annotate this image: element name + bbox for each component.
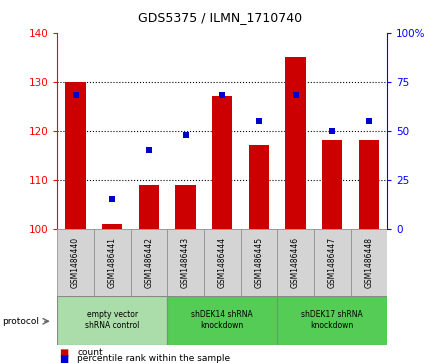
Text: GSM1486445: GSM1486445 [254, 237, 264, 288]
Point [145, 147, 152, 153]
Point [255, 118, 262, 124]
Bar [102, 224, 122, 229]
Bar [241, 229, 277, 296]
Bar [94, 229, 131, 296]
Point [182, 132, 189, 138]
Text: GSM1486444: GSM1486444 [218, 237, 227, 288]
Bar [131, 229, 167, 296]
Text: shDEK14 shRNA
knockdown: shDEK14 shRNA knockdown [191, 310, 253, 330]
Text: GSM1486442: GSM1486442 [144, 237, 154, 288]
Point [219, 93, 226, 98]
Text: ■: ■ [59, 354, 69, 363]
Bar [359, 140, 379, 229]
Text: count: count [77, 348, 103, 357]
Bar [66, 82, 86, 229]
Text: GSM1486440: GSM1486440 [71, 237, 80, 288]
Text: GDS5375 / ILMN_1710740: GDS5375 / ILMN_1710740 [138, 11, 302, 24]
Text: GSM1486443: GSM1486443 [181, 237, 190, 288]
Bar [204, 229, 241, 296]
Point [109, 196, 116, 202]
Bar [277, 296, 387, 345]
Bar [57, 229, 94, 296]
Text: GSM1486441: GSM1486441 [108, 237, 117, 288]
Bar [57, 296, 167, 345]
Text: shDEK17 shRNA
knockdown: shDEK17 shRNA knockdown [301, 310, 363, 330]
Point [292, 93, 299, 98]
Text: GSM1486448: GSM1486448 [364, 237, 374, 288]
Bar [139, 184, 159, 229]
Text: empty vector
shRNA control: empty vector shRNA control [85, 310, 139, 330]
Bar [351, 229, 387, 296]
Bar [286, 57, 306, 229]
Text: percentile rank within the sample: percentile rank within the sample [77, 354, 230, 363]
Bar [167, 296, 277, 345]
Text: GSM1486446: GSM1486446 [291, 237, 300, 288]
Bar [249, 145, 269, 229]
Bar [176, 184, 196, 229]
Bar [314, 229, 351, 296]
Bar [167, 229, 204, 296]
Point [365, 118, 372, 124]
Point [72, 93, 79, 98]
Text: ■: ■ [59, 348, 69, 358]
Bar [212, 96, 232, 229]
Point [329, 128, 336, 134]
Bar [322, 140, 342, 229]
Text: protocol: protocol [2, 317, 39, 326]
Text: GSM1486447: GSM1486447 [328, 237, 337, 288]
Bar [277, 229, 314, 296]
